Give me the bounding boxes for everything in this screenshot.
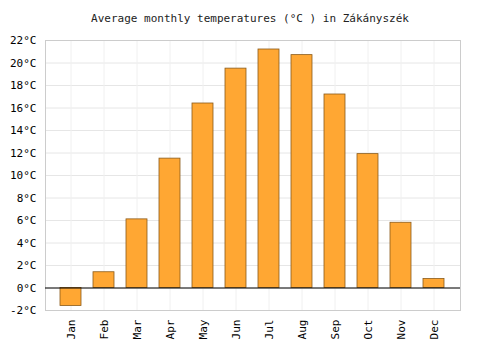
svg-text:Nov: Nov: [395, 319, 408, 339]
svg-text:Aug: Aug: [296, 320, 309, 340]
svg-text:20°C: 20°C: [10, 57, 37, 70]
svg-text:Apr: Apr: [164, 319, 177, 339]
svg-text:10°C: 10°C: [10, 169, 37, 182]
svg-text:12°C: 12°C: [10, 147, 37, 160]
svg-text:16°C: 16°C: [10, 102, 37, 115]
svg-text:14°C: 14°C: [10, 124, 37, 137]
svg-text:Oct: Oct: [362, 320, 375, 340]
svg-text:Dec: Dec: [428, 320, 441, 340]
svg-text:Jan: Jan: [65, 320, 78, 340]
svg-text:2°C: 2°C: [17, 259, 37, 272]
svg-text:May: May: [197, 319, 210, 339]
svg-text:Jul: Jul: [263, 320, 276, 340]
svg-text:18°C: 18°C: [10, 79, 37, 92]
svg-text:Mar: Mar: [131, 319, 144, 339]
svg-text:0°C: 0°C: [17, 282, 37, 295]
svg-text:6°C: 6°C: [17, 214, 37, 227]
svg-text:22°C: 22°C: [10, 34, 37, 47]
html-text:Average monthly temperatures (: Average monthly temperatures (°C ) in Zá…: [91, 12, 409, 25]
svg-text:Sep: Sep: [329, 320, 342, 340]
svg-text:Feb: Feb: [98, 320, 111, 340]
svg-text:4°C: 4°C: [17, 237, 37, 250]
svg-text:-2°C: -2°C: [10, 304, 37, 317]
svg-text:Jun: Jun: [230, 320, 243, 340]
svg-text:8°C: 8°C: [17, 192, 37, 205]
